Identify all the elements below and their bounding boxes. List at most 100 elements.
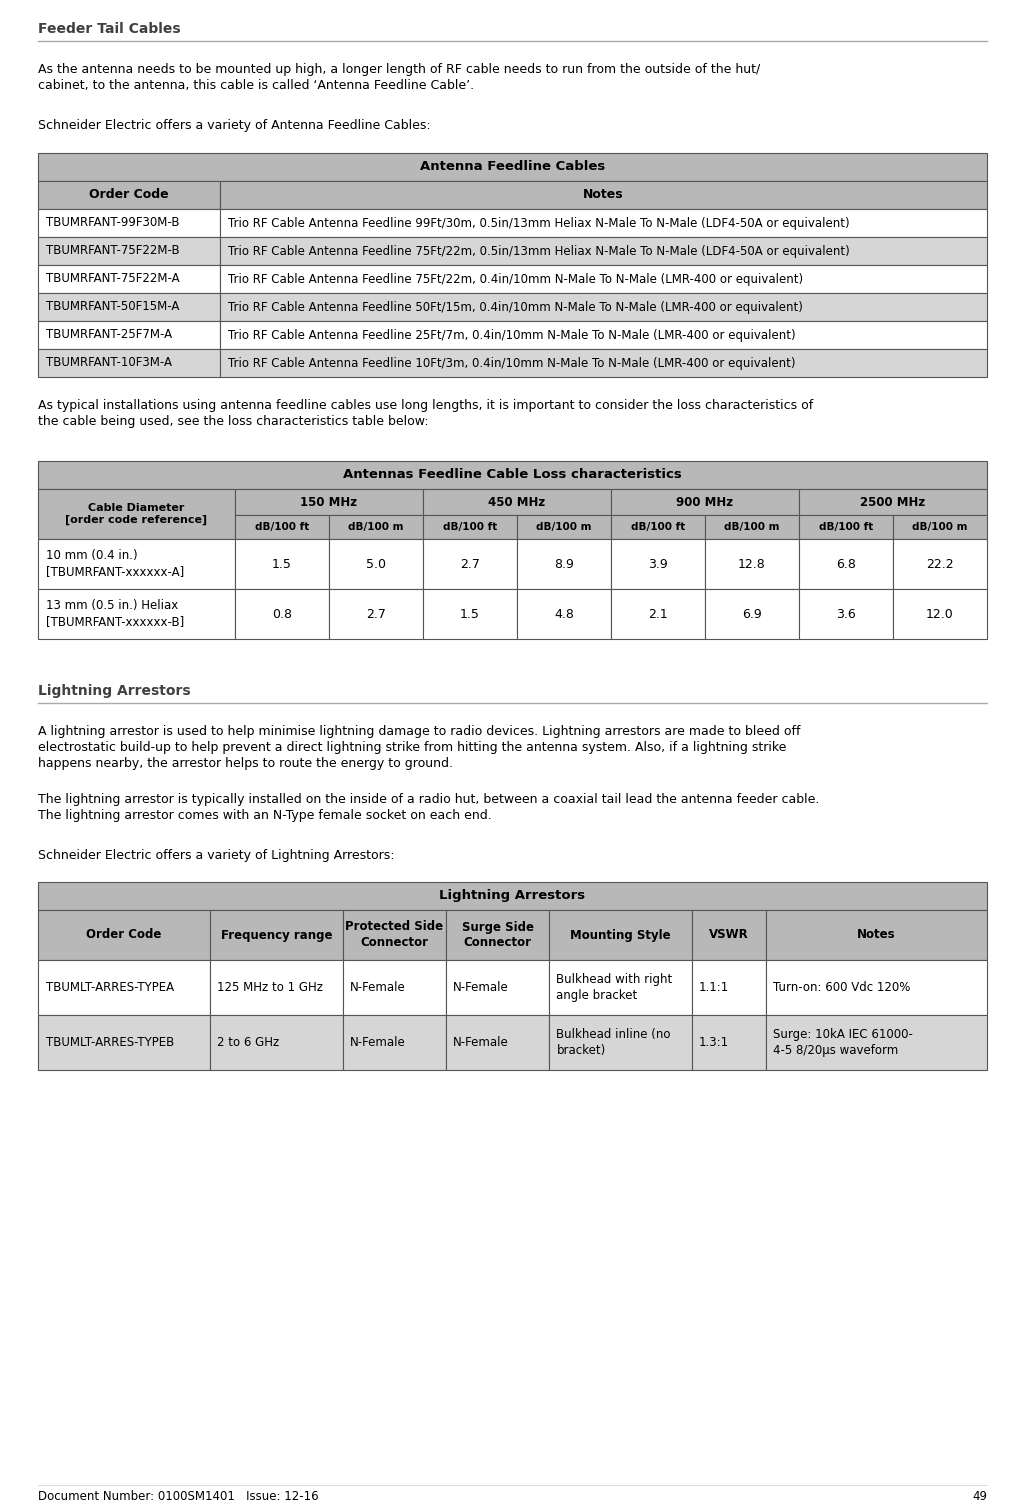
Text: Trio RF Cable Antenna Feedline 99Ft/30m, 0.5in/13mm Heliax N-Male To N-Male (LDF: Trio RF Cable Antenna Feedline 99Ft/30m,… [228,216,850,230]
Bar [893,589,987,638]
Bar [220,209,987,237]
Bar [220,321,987,348]
Text: dB/100 m: dB/100 m [536,523,591,532]
Text: 10 mm (0.4 in.)
[TBUMRFANT-xxxxxx-A]: 10 mm (0.4 in.) [TBUMRFANT-xxxxxx-A] [46,550,184,578]
Bar [38,1015,210,1069]
Text: 12.8: 12.8 [738,557,766,571]
Bar [220,348,987,377]
Text: dB/100 ft: dB/100 ft [630,523,685,532]
Bar [422,515,517,539]
Bar [422,589,517,638]
Text: 12.0: 12.0 [927,607,954,620]
Text: 2.7: 2.7 [366,607,385,620]
Text: TBUMRFANT-50F15M-A: TBUMRFANT-50F15M-A [46,300,179,314]
Bar [38,237,220,264]
Text: Schneider Electric offers a variety of Antenna Feedline Cables:: Schneider Electric offers a variety of A… [38,119,430,132]
Text: 1.1:1: 1.1:1 [699,981,729,994]
Text: dB/100 m: dB/100 m [348,523,404,532]
Bar [38,882,987,910]
Bar [549,1015,692,1069]
Text: VSWR: VSWR [709,928,748,942]
Text: 3.6: 3.6 [836,607,856,620]
Text: Document Number: 0100SM1401   Issue: 12-16: Document Number: 0100SM1401 Issue: 12-16 [38,1490,319,1502]
Bar [422,490,611,515]
Text: 0.8: 0.8 [272,607,292,620]
Bar [38,589,235,638]
Bar [766,910,987,960]
Bar [692,960,766,1015]
Text: N-Female: N-Female [350,1036,406,1048]
Text: TBUMRFANT-10F3M-A: TBUMRFANT-10F3M-A [46,356,172,369]
Bar [38,264,220,293]
Bar [235,539,329,589]
Text: Trio RF Cable Antenna Feedline 50Ft/15m, 0.4in/10mm N-Male To N-Male (LMR-400 or: Trio RF Cable Antenna Feedline 50Ft/15m,… [228,300,803,314]
Bar [766,1015,987,1069]
Bar [220,293,987,321]
Bar [549,960,692,1015]
Bar [38,461,987,490]
Text: TBUMLT-ARRES-TYPEB: TBUMLT-ARRES-TYPEB [46,1036,174,1048]
Bar [220,182,987,209]
Bar [38,321,220,348]
Text: 2.1: 2.1 [648,607,667,620]
Bar [517,515,611,539]
Bar [38,293,220,321]
Bar [766,960,987,1015]
Text: Trio RF Cable Antenna Feedline 75Ft/22m, 0.4in/10mm N-Male To N-Male (LMR-400 or: Trio RF Cable Antenna Feedline 75Ft/22m,… [228,272,803,285]
Bar [446,960,549,1015]
Bar [329,515,422,539]
Text: 2 to 6 GHz: 2 to 6 GHz [217,1036,280,1048]
Text: 6.9: 6.9 [742,607,762,620]
Text: dB/100 ft: dB/100 ft [254,523,309,532]
Text: 5.0: 5.0 [366,557,385,571]
Bar [38,153,987,182]
Bar [38,348,220,377]
Bar [705,589,798,638]
Bar [893,515,987,539]
Bar [329,589,422,638]
Text: TBUMRFANT-99F30M-B: TBUMRFANT-99F30M-B [46,216,179,230]
Bar [38,490,235,539]
Bar [342,910,446,960]
Text: TBUMRFANT-75F22M-A: TBUMRFANT-75F22M-A [46,272,179,285]
Bar [705,515,798,539]
Text: 1.5: 1.5 [460,607,480,620]
Text: The lightning arrestor is typically installed on the inside of a radio hut, betw: The lightning arrestor is typically inst… [38,793,819,822]
Bar [611,539,705,589]
Text: 150 MHz: 150 MHz [300,496,358,509]
Text: Cable Diameter
[order code reference]: Cable Diameter [order code reference] [66,503,207,526]
Text: 450 MHz: 450 MHz [488,496,545,509]
Bar [220,237,987,264]
Text: 3.9: 3.9 [648,557,667,571]
Bar [611,515,705,539]
Bar [549,910,692,960]
Bar [38,182,220,209]
Text: 6.8: 6.8 [836,557,856,571]
Text: 2500 MHz: 2500 MHz [860,496,926,509]
Bar [611,490,798,515]
Bar [342,960,446,1015]
Text: Trio RF Cable Antenna Feedline 75Ft/22m, 0.5in/13mm Heliax N-Male To N-Male (LDF: Trio RF Cable Antenna Feedline 75Ft/22m,… [228,245,850,257]
Bar [220,264,987,293]
Text: dB/100 m: dB/100 m [724,523,780,532]
Bar [517,589,611,638]
Bar [798,515,893,539]
Text: Turn-on: 600 Vdc 120%: Turn-on: 600 Vdc 120% [773,981,910,994]
Text: Antennas Feedline Cable Loss characteristics: Antennas Feedline Cable Loss characteris… [343,469,682,482]
Bar [798,490,987,515]
Text: Lightning Arrestors: Lightning Arrestors [38,683,191,698]
Text: As typical installations using antenna feedline cables use long lengths, it is i: As typical installations using antenna f… [38,400,813,428]
Text: 49: 49 [972,1490,987,1502]
Text: Trio RF Cable Antenna Feedline 25Ft/7m, 0.4in/10mm N-Male To N-Male (LMR-400 or : Trio RF Cable Antenna Feedline 25Ft/7m, … [228,329,795,341]
Bar [692,910,766,960]
Text: Notes: Notes [857,928,896,942]
Text: TBUMLT-ARRES-TYPEA: TBUMLT-ARRES-TYPEA [46,981,174,994]
Bar [38,539,235,589]
Text: 4.8: 4.8 [554,607,574,620]
Bar [329,539,422,589]
Bar [517,539,611,589]
Text: 22.2: 22.2 [927,557,954,571]
Bar [893,539,987,589]
Text: dB/100 ft: dB/100 ft [819,523,873,532]
Text: Order Code: Order Code [86,928,162,942]
